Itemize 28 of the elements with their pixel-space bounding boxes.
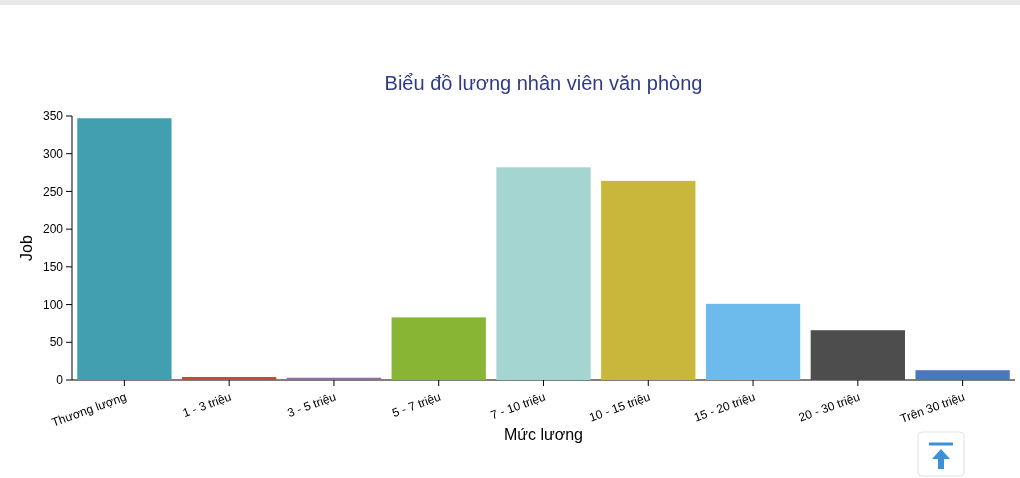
- bar: [601, 180, 696, 380]
- x-tick-label: 3 - 5 triệu: [285, 389, 338, 421]
- y-tick-label: 300: [42, 146, 64, 161]
- y-tick-label: 0: [56, 373, 64, 388]
- x-tick-label: 10 - 15 triệu: [587, 389, 653, 425]
- chart-title: Biểu đồ lương nhân viên văn phòng: [384, 72, 703, 94]
- bar: [810, 330, 905, 380]
- y-tick-label: 50: [49, 335, 64, 350]
- bar: [705, 303, 801, 380]
- x-tick-label: 1 - 3 triệu: [180, 389, 234, 421]
- bar: [182, 376, 277, 380]
- x-tick-label: 15 - 20 triệu: [691, 389, 757, 425]
- bar: [77, 118, 172, 380]
- y-tick-label: 200: [42, 222, 64, 237]
- bar: [915, 370, 1010, 380]
- y-axis-title: Job: [18, 235, 35, 261]
- x-tick-label: 7 - 10 triệu: [488, 389, 548, 423]
- y-tick-label: 250: [42, 184, 64, 199]
- x-tick-label: 20 - 30 triệu: [796, 389, 862, 425]
- x-axis-title: Mức lương: [503, 426, 584, 443]
- y-tick-label: 100: [42, 297, 64, 312]
- x-tick-label: Trên 30 triệu: [898, 389, 967, 426]
- x-tick-label: 5 - 7 triệu: [390, 389, 443, 421]
- bar: [391, 317, 486, 380]
- bar: [496, 167, 591, 380]
- x-tick-label: Thương lượng: [49, 389, 129, 430]
- y-tick-label: 350: [42, 109, 64, 124]
- y-tick-label: 150: [42, 260, 64, 275]
